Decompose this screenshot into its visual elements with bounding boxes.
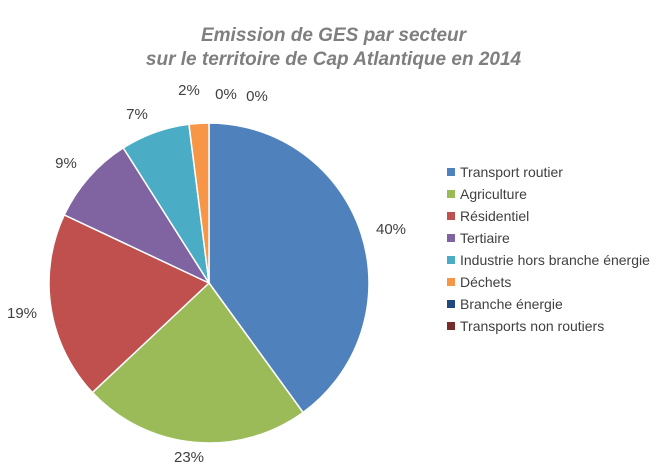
legend-item-4: Tertiaire	[447, 227, 650, 249]
legend-item-7: Branche énergie	[447, 293, 650, 315]
legend-swatch	[447, 190, 455, 198]
legend-label: Transport routier	[460, 164, 563, 180]
legend-item-6: Déchets	[447, 271, 650, 293]
data-label-7: 0%	[215, 86, 237, 103]
legend-item-8: Transports non routiers	[447, 315, 650, 337]
legend-swatch	[447, 212, 455, 220]
legend-swatch	[447, 168, 455, 176]
legend: Transport routier Agriculture Résidentiel T…	[447, 161, 650, 337]
data-label-6: 2%	[178, 82, 200, 99]
legend-label: Tertiaire	[460, 230, 510, 246]
pie-slice-4	[63, 146, 212, 285]
legend-label: Résidentiel	[460, 208, 530, 224]
pie-slice-2	[91, 281, 305, 444]
legend-label: Déchets	[460, 274, 512, 290]
legend-swatch	[447, 278, 455, 286]
legend-label: Branche énergie	[460, 296, 563, 312]
pie-slice-6	[188, 122, 210, 284]
legend-label: Agriculture	[460, 186, 527, 202]
legend-label: Transports non routiers	[460, 318, 605, 334]
chart-title-line-1: Emission de GES par secteur	[200, 25, 467, 46]
data-label-2: 23%	[174, 449, 204, 466]
chart-title-line-2: sur le territoire de Cap Atlantique en 2…	[145, 49, 522, 70]
data-label-8: 0%	[246, 88, 268, 105]
pie-slice-1	[208, 122, 370, 414]
chart-title: Emission de GES par secteur sur le terri…	[0, 24, 667, 72]
data-label-4: 9%	[55, 155, 77, 172]
legend-item-2: Agriculture	[447, 183, 650, 205]
pie-slice-3	[48, 213, 211, 394]
legend-swatch	[447, 234, 455, 242]
legend-swatch	[447, 300, 455, 308]
data-label-3: 19%	[7, 305, 37, 322]
legend-item-1: Transport routier	[447, 161, 650, 183]
legend-label: Industrie hors branche énergie	[460, 252, 650, 268]
legend-item-3: Résidentiel	[447, 205, 650, 227]
data-label-1: 40%	[376, 221, 406, 238]
data-label-5: 7%	[126, 106, 148, 123]
legend-item-5: Industrie hors branche énergie	[447, 249, 650, 271]
legend-swatch	[447, 322, 455, 330]
legend-swatch	[447, 256, 455, 264]
